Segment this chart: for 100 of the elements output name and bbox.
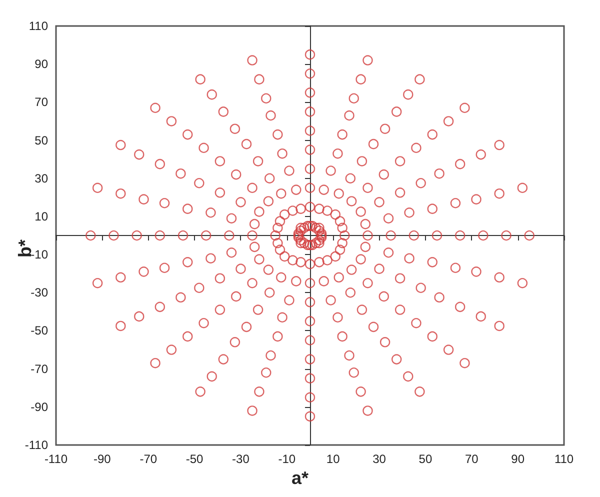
y-tick-label: 90	[34, 57, 48, 72]
point	[346, 264, 357, 275]
x-tick-label: 30	[372, 452, 386, 466]
point	[214, 188, 226, 198]
point	[326, 295, 336, 306]
point	[230, 337, 240, 348]
point	[304, 240, 316, 250]
point	[263, 196, 274, 206]
point	[138, 194, 149, 204]
y-tick-label: 50	[34, 133, 48, 148]
point	[314, 204, 324, 214]
point	[314, 226, 324, 236]
point	[356, 304, 368, 315]
point	[166, 344, 177, 355]
point	[198, 318, 209, 328]
point	[434, 292, 444, 302]
point	[362, 406, 373, 416]
point	[296, 204, 306, 214]
point	[296, 238, 306, 248]
point	[272, 222, 283, 233]
point	[277, 312, 288, 322]
point	[356, 74, 366, 84]
point	[403, 371, 414, 382]
point	[427, 129, 438, 140]
point	[288, 206, 298, 216]
point	[159, 198, 170, 208]
point	[288, 255, 298, 266]
point	[304, 392, 316, 402]
point	[296, 235, 306, 246]
point	[427, 331, 438, 342]
point	[304, 164, 316, 174]
point	[116, 272, 126, 282]
point	[214, 273, 226, 284]
point	[252, 156, 264, 166]
point	[231, 169, 242, 180]
point	[392, 354, 402, 364]
point	[132, 230, 142, 241]
point	[296, 222, 306, 233]
point	[334, 272, 344, 282]
point	[263, 264, 274, 275]
point	[154, 230, 166, 241]
point	[218, 354, 229, 364]
point	[304, 88, 316, 98]
x-tick-label: 70	[464, 452, 479, 466]
point	[356, 386, 366, 397]
point	[345, 173, 356, 184]
x-tick-label: -110	[44, 452, 68, 466]
point	[86, 230, 96, 241]
point	[134, 311, 144, 322]
point	[383, 248, 394, 258]
y-tick-label: 10	[34, 209, 48, 224]
point	[450, 262, 461, 273]
point	[337, 222, 348, 233]
point	[150, 102, 160, 113]
point	[291, 276, 302, 286]
point	[280, 251, 290, 262]
point	[330, 209, 340, 220]
point	[214, 156, 226, 166]
point	[337, 238, 348, 248]
point	[314, 235, 324, 246]
point	[116, 320, 126, 332]
point	[182, 204, 193, 214]
point	[326, 166, 336, 176]
point	[304, 106, 316, 117]
point	[408, 230, 420, 241]
point	[494, 272, 504, 282]
point	[334, 216, 346, 226]
point	[92, 182, 103, 193]
point	[280, 209, 290, 220]
point	[345, 288, 356, 298]
point	[304, 316, 316, 326]
y-tick-label: -90	[30, 400, 48, 414]
point	[296, 257, 306, 268]
point	[383, 213, 394, 224]
point	[443, 116, 454, 126]
point	[138, 266, 149, 277]
point	[224, 230, 234, 241]
point	[380, 337, 390, 348]
point	[432, 230, 442, 241]
point	[411, 142, 422, 153]
point	[194, 178, 204, 188]
point	[394, 188, 406, 198]
point	[356, 254, 366, 264]
x-tick-label: -10	[278, 452, 296, 466]
point	[266, 350, 276, 361]
point	[404, 208, 414, 218]
point	[362, 55, 373, 66]
point	[264, 173, 275, 184]
point	[380, 124, 390, 134]
point	[284, 166, 294, 176]
point	[378, 291, 389, 302]
point	[318, 276, 329, 286]
point	[330, 251, 340, 262]
point	[318, 184, 329, 195]
point	[374, 197, 384, 208]
point	[362, 230, 373, 241]
point	[517, 182, 528, 193]
point	[314, 238, 324, 248]
point	[455, 158, 466, 170]
point	[356, 206, 366, 217]
